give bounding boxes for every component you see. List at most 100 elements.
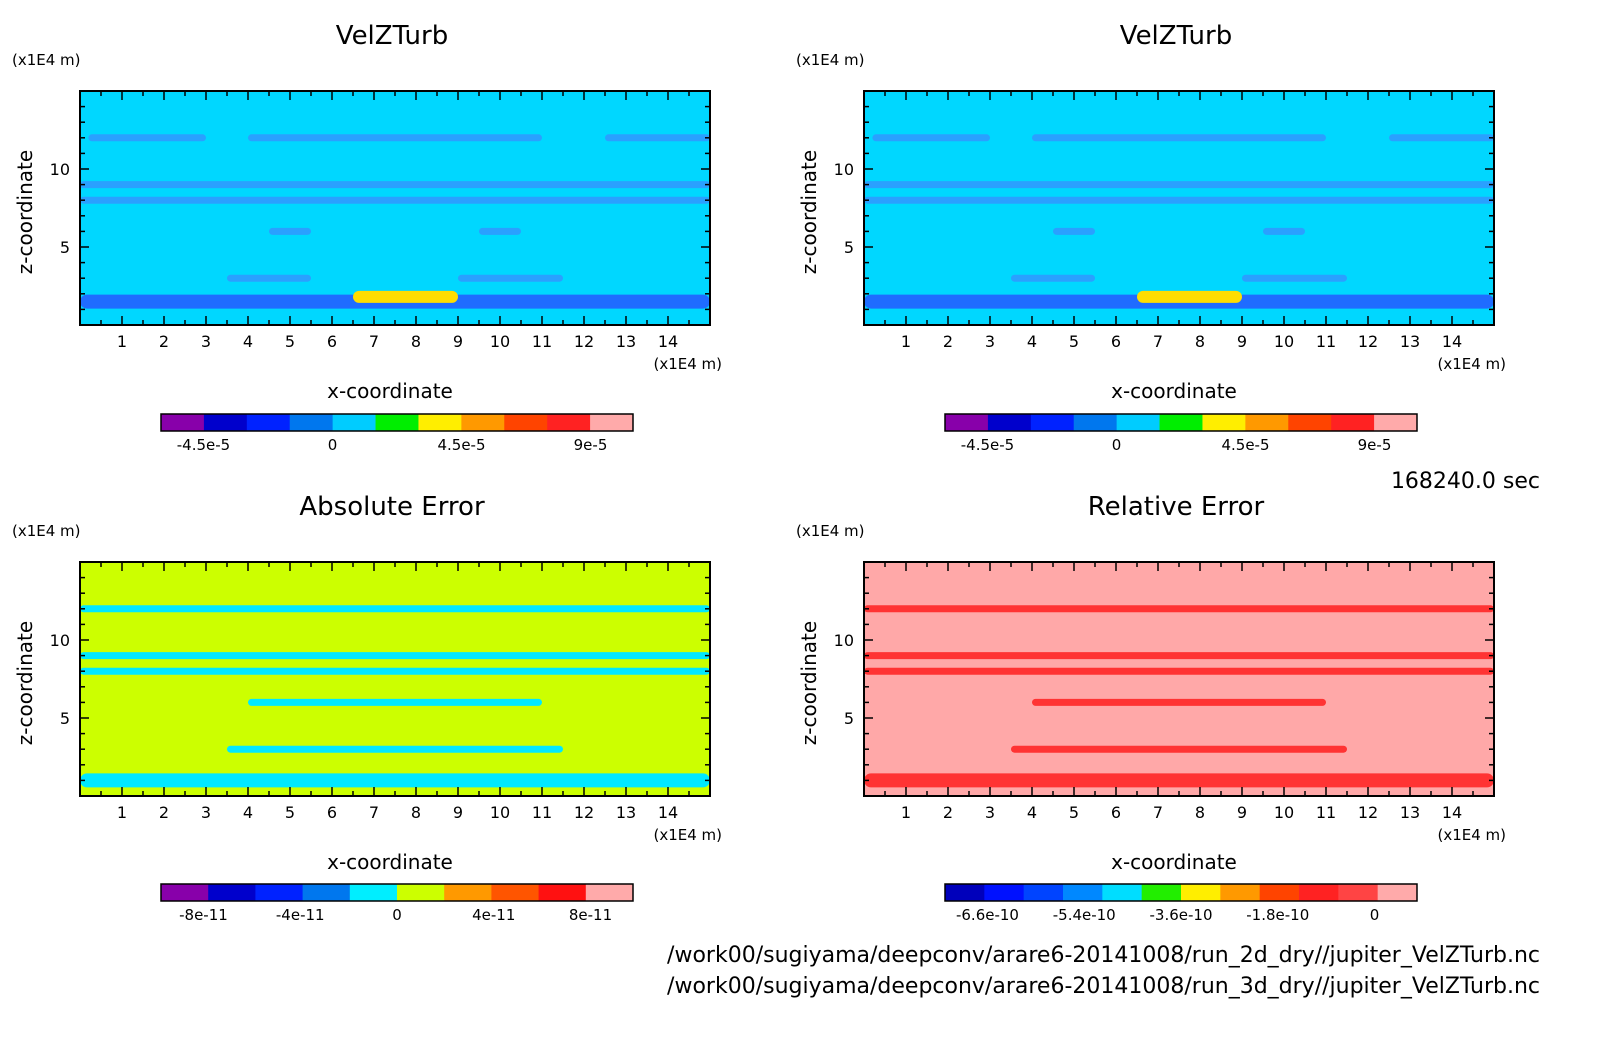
contour-band — [269, 227, 311, 235]
y-unit-label: (x1E4 m) — [12, 51, 81, 69]
x-tick-label: 9 — [453, 332, 463, 351]
colorbar-swatch — [1331, 414, 1375, 431]
contour-band — [864, 667, 1494, 675]
y-unit-label: (x1E4 m) — [796, 51, 865, 69]
colorbar-frame — [944, 413, 1418, 432]
contour-band — [1242, 274, 1347, 282]
contour-band — [864, 773, 1494, 788]
colorbar-label: 0 — [1112, 436, 1122, 454]
colorbar-swatch — [1030, 414, 1075, 431]
colorbar-swatch — [1338, 884, 1379, 901]
colorbar-swatch — [1245, 414, 1289, 431]
contour-band — [1032, 134, 1326, 142]
x-unit-label: (x1E4 m) — [1437, 826, 1506, 844]
x-tick-label: 14 — [658, 332, 678, 351]
contour-band — [479, 227, 521, 235]
chart-title: VelZTurb — [336, 21, 448, 51]
colorbar-label: -4.5e-5 — [961, 436, 1014, 454]
x-tick-label: 9 — [1237, 332, 1247, 351]
colorbar-swatch — [1063, 884, 1103, 901]
colorbar-swatch — [491, 884, 540, 901]
contour-band — [1053, 227, 1095, 235]
contour-band — [458, 274, 563, 282]
contour-band — [353, 290, 458, 303]
colorbar: -4.5e-5 0 4.5e-5 9e-5 — [944, 413, 1418, 454]
x-tick-label: 14 — [1442, 332, 1462, 351]
colorbar-swatch — [418, 414, 462, 431]
contour-band — [864, 181, 1494, 189]
colorbar: -4.5e-5 0 4.5e-5 9e-5 — [160, 413, 634, 454]
colorbar-label: 0 — [328, 436, 338, 454]
y-tick-label: 5 — [844, 709, 854, 728]
colorbar-label: -4.5e-5 — [177, 436, 230, 454]
colorbar-label: -5.4e-10 — [1053, 906, 1116, 924]
colorbar-frame — [160, 883, 634, 902]
x-tick-label: 2 — [943, 803, 953, 822]
contour-band — [1389, 134, 1494, 142]
x-unit-label: (x1E4 m) — [1437, 355, 1506, 373]
colorbar-swatch — [1288, 414, 1332, 431]
colorbar-swatch — [1377, 884, 1418, 901]
colorbar-swatch — [246, 414, 291, 431]
colorbar-swatch — [585, 884, 634, 901]
contour-band — [80, 196, 710, 204]
x-tick-label: 7 — [369, 803, 379, 822]
x-tick-label: 9 — [1237, 803, 1247, 822]
colorbar-label: 4e-11 — [472, 906, 515, 924]
plot-background — [80, 562, 710, 796]
contour-band — [872, 134, 990, 142]
colorbar-label: 0 — [392, 906, 402, 924]
x-tick-label: 6 — [1111, 332, 1121, 351]
plot-background — [80, 91, 710, 325]
colorbar-swatch — [1116, 414, 1161, 431]
x-tick-label: 8 — [1195, 803, 1205, 822]
x-tick-label: 3 — [201, 332, 211, 351]
y-tick-label: 5 — [60, 238, 70, 257]
colorbar-frame — [944, 883, 1418, 902]
contour-band — [248, 698, 542, 706]
colorbar-swatch — [1220, 884, 1261, 901]
colorbar-swatch — [1374, 414, 1418, 431]
x-tick-label: 8 — [1195, 332, 1205, 351]
y-axis-label: z-coordinate — [13, 150, 37, 274]
x-tick-label: 10 — [1274, 803, 1294, 822]
x-tick-label: 4 — [243, 803, 253, 822]
x-tick-label: 5 — [285, 803, 295, 822]
x-axis-label: x-coordinate — [327, 379, 453, 403]
y-unit-label: (x1E4 m) — [12, 522, 81, 540]
colorbar: -8e-11 -4e-11 0 4e-11 8e-11 — [160, 883, 634, 924]
colorbar-swatch — [984, 884, 1025, 901]
x-tick-label: 2 — [159, 803, 169, 822]
x-tick-label: 13 — [616, 803, 636, 822]
x-tick-label: 5 — [1069, 332, 1079, 351]
colorbar-swatch — [1259, 884, 1300, 901]
x-tick-label: 3 — [985, 332, 995, 351]
colorbar-swatch — [1102, 884, 1143, 901]
x-tick-label: 10 — [490, 803, 510, 822]
colorbar-swatch — [208, 884, 256, 901]
contour-band — [1032, 698, 1326, 706]
contour-band — [227, 745, 563, 753]
x-tick-label: 14 — [658, 803, 678, 822]
contour-band — [80, 181, 710, 189]
colorbar-frame — [160, 413, 634, 432]
colorbar-swatch — [1023, 884, 1064, 901]
x-tick-label: 2 — [943, 332, 953, 351]
y-tick-label: 10 — [834, 160, 854, 179]
x-axis-label: x-coordinate — [327, 850, 453, 874]
x-tick-label: 7 — [369, 332, 379, 351]
contour-band — [1011, 745, 1347, 753]
y-tick-label: 10 — [834, 631, 854, 650]
y-unit-label: (x1E4 m) — [796, 522, 865, 540]
x-tick-label: 4 — [243, 332, 253, 351]
timestamp: 168240.0 sec — [1391, 469, 1540, 494]
colorbar-swatch — [203, 414, 248, 431]
contour-band — [864, 652, 1494, 660]
x-tick-label: 1 — [117, 803, 127, 822]
contour-band — [605, 134, 710, 142]
colorbar: -6.6e-10 -5.4e-10 -3.6e-10 -1.8e-10 0 — [944, 883, 1418, 924]
x-tick-label: 1 — [901, 803, 911, 822]
chart-panel-3: Absolute Error(x1E4 m)(x1E4 m)1 2 3 4 5 6 7 8 9 1… — [12, 492, 722, 924]
x-tick-label: 6 — [327, 332, 337, 351]
contour-band — [80, 652, 710, 660]
